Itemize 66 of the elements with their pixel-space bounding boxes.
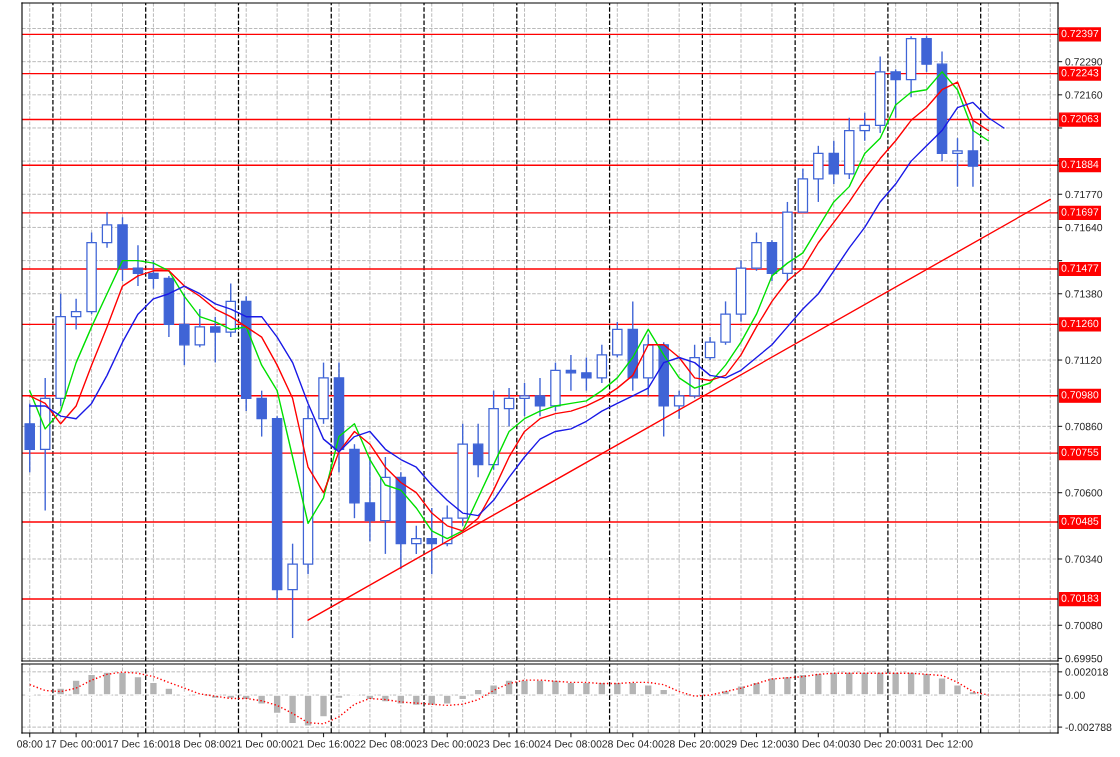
y-tick-label: 0.71770 [1065, 190, 1103, 199]
x-tick-label: 08:00 [17, 740, 43, 748]
candlestick [534, 377, 546, 417]
candlestick [519, 382, 530, 417]
y-tick-label: 0.70600 [1065, 489, 1103, 497]
ref-line-label: 0.71260 [1061, 319, 1099, 328]
candlestick [503, 387, 515, 428]
candlestick [132, 244, 144, 287]
y-tick-label: 0.72160 [1065, 91, 1103, 99]
x-tick-label: 30 Dec 04:00 [787, 740, 849, 748]
candlestick [890, 68, 901, 119]
candlestick [859, 111, 870, 142]
ref-line-label: 0.72063 [1061, 114, 1099, 123]
ref-line-label: 0.70755 [1061, 448, 1099, 456]
x-tick-label: 28 Dec 20:00 [664, 740, 726, 748]
candlestick [194, 308, 206, 348]
y-tick-label: -0.002788 [1065, 723, 1112, 731]
x-tick-label: 21 Dec 16:00 [293, 740, 355, 748]
x-tick-label: 31 Dec 12:00 [911, 740, 973, 748]
y-tick-label: 0.002018 [1065, 668, 1108, 676]
ref-line-label: 0.72243 [1061, 69, 1099, 77]
x-tick-label: 22 Dec 08:00 [354, 740, 416, 748]
x-tick-label: 17 Dec 16:00 [107, 740, 169, 748]
y-tick-label: 0.71380 [1065, 290, 1103, 298]
y-tick-label: 0.72290 [1065, 58, 1103, 66]
y-tick-label: 0.00 [1065, 691, 1085, 699]
x-tick-label: 29 Dec 12:00 [726, 740, 788, 748]
x-tick-label: 23 Dec 16:00 [478, 740, 540, 748]
candlestick [210, 316, 221, 364]
candlestick [704, 336, 716, 361]
candlestick [256, 389, 267, 438]
ref-line-label: 0.71697 [1061, 208, 1099, 216]
y-tick-label: 0.70860 [1065, 422, 1103, 431]
ref-line-label: 0.72397 [1061, 29, 1099, 38]
y-tick-label: 0.71640 [1065, 223, 1103, 232]
x-tick-label: 24 Dec 08:00 [540, 740, 602, 748]
candlestick [472, 423, 484, 479]
x-tick-label: 30 Dec 20:00 [849, 740, 911, 748]
candlestick [581, 356, 592, 392]
candlestick [411, 525, 422, 555]
candlestick [364, 456, 376, 542]
ref-line-label: 0.71884 [1061, 160, 1099, 168]
candlestick [101, 211, 113, 249]
x-tick-label: 17 Dec 00:00 [45, 740, 107, 748]
ref-line-label: 0.70183 [1061, 594, 1099, 602]
x-tick-label: 28 Dec 04:00 [602, 740, 664, 748]
x-tick-label: 21 Dec 00:00 [231, 740, 293, 748]
candlestick [967, 119, 979, 188]
candlestick [148, 259, 159, 290]
line-series [29, 671, 990, 725]
ref-line-label: 0.70980 [1061, 391, 1099, 399]
candlestick [596, 344, 608, 384]
y-tick-label: 0.71120 [1065, 356, 1102, 364]
ref-line-label: 0.71477 [1061, 264, 1099, 272]
candlestick [426, 507, 438, 575]
x-tick-label: 18 Dec 08:00 [169, 740, 231, 748]
x-tick-label: 23 Dec 00:00 [416, 740, 478, 748]
candlestick [70, 298, 82, 331]
y-tick-label: 0.70340 [1065, 555, 1103, 563]
y-tick-label: 0.70080 [1065, 621, 1103, 630]
ref-line-label: 0.70485 [1061, 517, 1099, 525]
candlestick [828, 140, 840, 185]
y-tick-label: 0.69950 [1065, 654, 1103, 663]
candlestick [179, 293, 190, 366]
candlestick [952, 137, 963, 188]
candlestick [673, 389, 685, 420]
